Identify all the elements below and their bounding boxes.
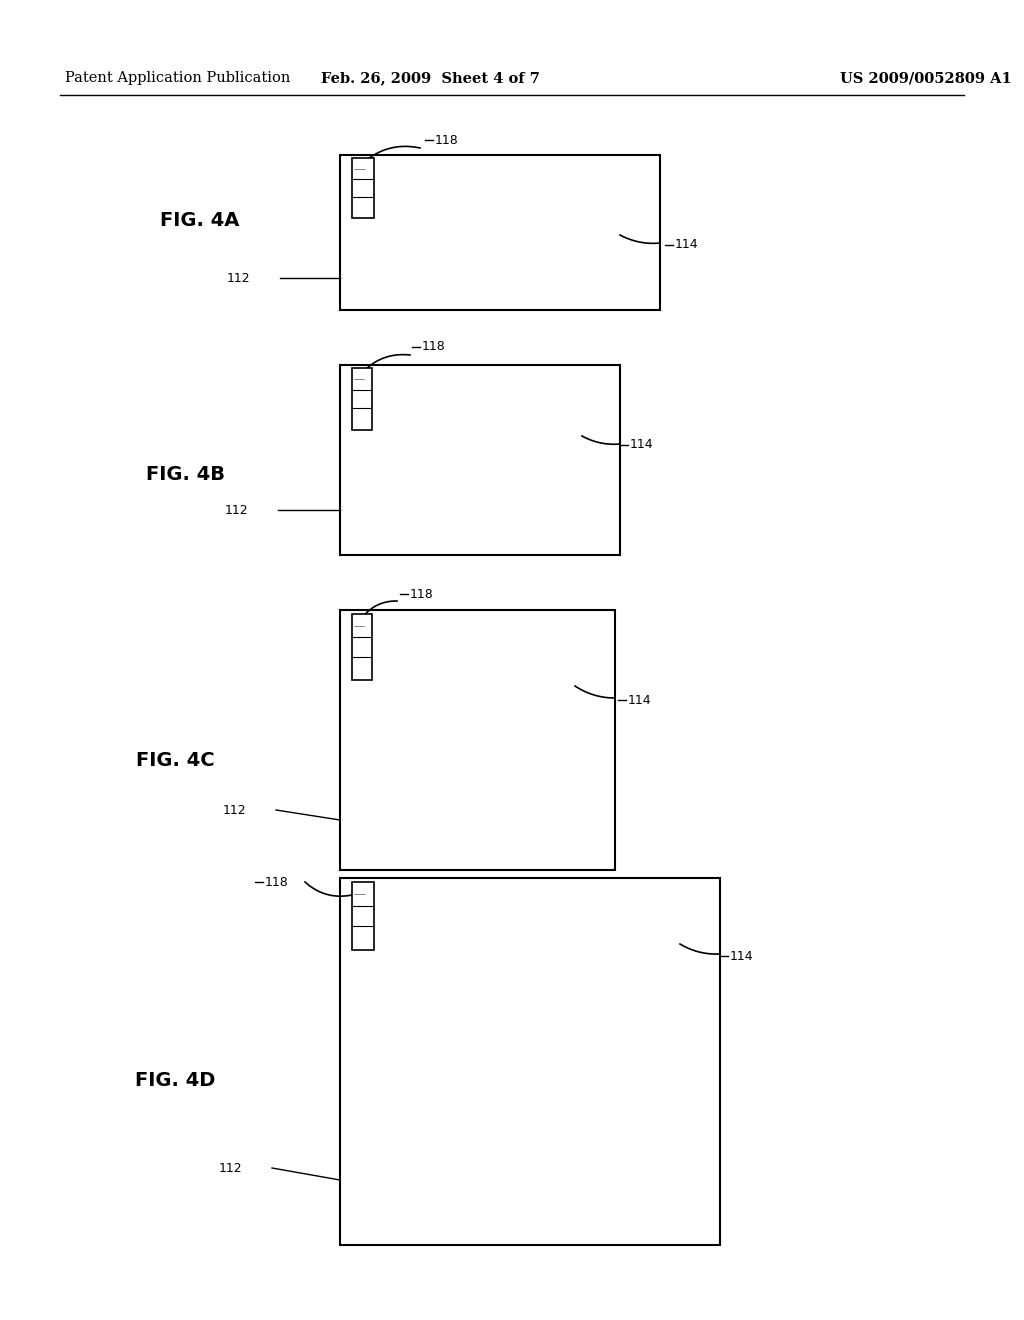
Bar [352, 368, 372, 430]
Bar [340, 366, 620, 554]
Text: 118: 118 [435, 133, 459, 147]
Bar [340, 610, 615, 870]
Text: Patent Application Publication: Patent Application Publication [65, 71, 291, 84]
Bar [352, 882, 374, 950]
Text: US 2009/0052809 A1: US 2009/0052809 A1 [840, 71, 1012, 84]
Text: FIG. 4C: FIG. 4C [136, 751, 214, 770]
Bar [340, 878, 720, 1245]
Text: 114: 114 [628, 693, 651, 706]
Text: 114: 114 [730, 949, 754, 962]
Text: 118: 118 [410, 587, 434, 601]
Text: 112: 112 [218, 1162, 242, 1175]
Bar [340, 154, 660, 310]
Text: 118: 118 [422, 341, 445, 354]
Bar [352, 614, 372, 680]
Text: FIG. 4D: FIG. 4D [135, 1071, 215, 1089]
Text: 118: 118 [265, 875, 289, 888]
Text: 112: 112 [222, 804, 246, 817]
Text: Feb. 26, 2009  Sheet 4 of 7: Feb. 26, 2009 Sheet 4 of 7 [321, 71, 540, 84]
Bar [352, 158, 374, 218]
Text: 112: 112 [224, 503, 248, 516]
Text: 114: 114 [675, 239, 698, 252]
Text: 114: 114 [630, 438, 653, 451]
Text: FIG. 4B: FIG. 4B [145, 466, 224, 484]
Text: FIG. 4A: FIG. 4A [161, 210, 240, 230]
Text: 112: 112 [226, 272, 250, 285]
